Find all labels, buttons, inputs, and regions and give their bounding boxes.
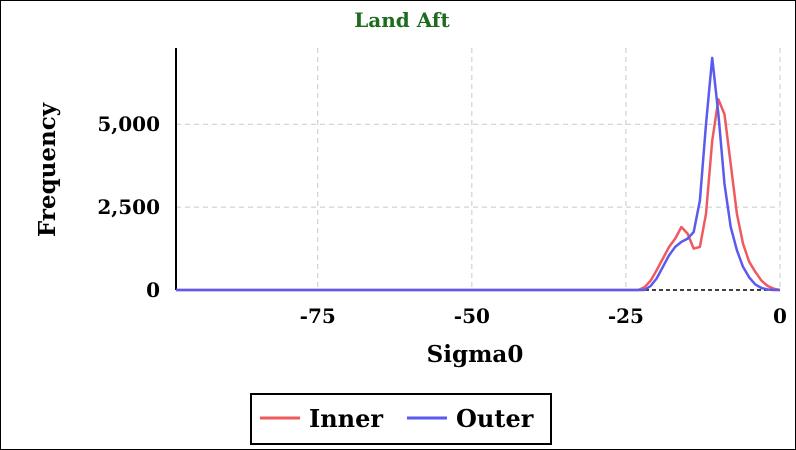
series-layer [176,56,781,292]
x-tick-label: -50 [454,304,490,328]
x-tick-label: -25 [608,304,644,328]
axes [175,48,780,291]
series-line-inner [176,98,781,292]
y-tick-label: 5,000 [97,112,160,136]
legend-label-outer: Outer [456,404,534,433]
series-line-outer [176,56,780,292]
x-tick-label: 0 [773,304,787,328]
y-tick-labels: 0 2,500 5,000 [97,112,160,302]
legend: Inner Outer [250,393,552,445]
y-tick-label: 2,500 [97,195,160,219]
x-axis-title: Sigma0 [427,341,524,368]
y-axis-title: Frequency [34,102,61,237]
x-tick-label: -75 [300,304,336,328]
chart-title: Land Aft [354,8,450,32]
legend-label-inner: Inner [309,404,383,433]
y-tick-label: 0 [146,278,160,302]
grid-lines [176,48,781,290]
legend-box [250,393,552,445]
x-tick-labels: -75 -50 -25 0 [300,304,787,328]
